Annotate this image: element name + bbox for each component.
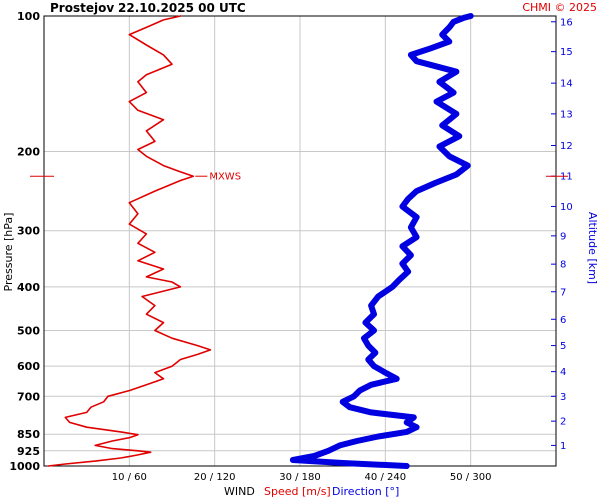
wind-tick-label: 30 / 180	[279, 472, 321, 483]
pressure-tick-label: 925	[17, 445, 40, 458]
plot-frame	[43, 15, 557, 467]
wind-tick-label: 10 / 60	[112, 472, 147, 483]
altitude-tick-label: 9	[560, 231, 566, 242]
direction-line	[289, 13, 474, 469]
altitude-tick-label: 16	[560, 17, 573, 28]
sounding-datetime: 22.10.2025 00 UTC	[118, 1, 246, 15]
pressure-tick-label: 300	[17, 225, 40, 238]
pressure-tick-label: 100	[17, 10, 40, 23]
altitude-tick-label: 5	[560, 341, 566, 352]
pressure-tick-label: 850	[17, 428, 40, 441]
altitude-tick-label: 11	[560, 172, 573, 183]
wind-caption: WIND	[224, 485, 255, 498]
altitude-tick-label: 13	[560, 109, 573, 120]
pressure-tick-label: 700	[17, 390, 40, 403]
wind-tick-label: 20 / 120	[194, 472, 236, 483]
pressure-tick-label: 1000	[9, 460, 40, 473]
annotations: MXWS	[30, 172, 568, 183]
mxws-label: MXWS	[209, 172, 241, 183]
wind-tick-label: 50 / 300	[450, 472, 492, 483]
wind-axis: 10 / 60 20 / 120 30 / 180 40 / 240 50 / 300	[112, 472, 492, 483]
pressure-tick-label: 500	[17, 325, 40, 338]
pressure-tick-label: 200	[17, 145, 40, 158]
pressure-axis: 100 200 300 400 500 600 700 850 925 1000	[9, 10, 40, 473]
station-name: Prostejov	[50, 1, 114, 15]
altitude-tick-label: 7	[560, 287, 566, 298]
direction-axis-label: Direction [°]	[332, 485, 399, 498]
pressure-tick-label: 600	[17, 360, 40, 373]
altitude-tick-label: 10	[560, 202, 573, 213]
altitude-tick-label: 6	[560, 315, 566, 326]
pressure-axis-label: Pressure [hPa]	[2, 213, 15, 292]
wind-tick-label: 40 / 240	[365, 472, 407, 483]
altitude-tick-label: 2	[560, 417, 566, 428]
altitude-tick-label: 4	[560, 367, 566, 378]
copyright-label: CHMI © 2025	[522, 1, 597, 14]
altitude-tick-label: 14	[560, 79, 573, 90]
series-group	[47, 13, 474, 469]
altitude-tick-label: 8	[560, 260, 566, 271]
altitude-tick-label: 1	[560, 441, 566, 452]
altitude-tick-label: 3	[560, 392, 566, 403]
speed-line	[47, 15, 212, 467]
altitude-tick-label: 12	[560, 141, 573, 152]
altitude-axis-label: Altitude [km]	[586, 212, 599, 284]
pressure-tick-label: 400	[17, 281, 40, 294]
speed-axis-label: Speed [m/s]	[264, 485, 331, 498]
altitude-tick-label: 15	[560, 47, 573, 58]
